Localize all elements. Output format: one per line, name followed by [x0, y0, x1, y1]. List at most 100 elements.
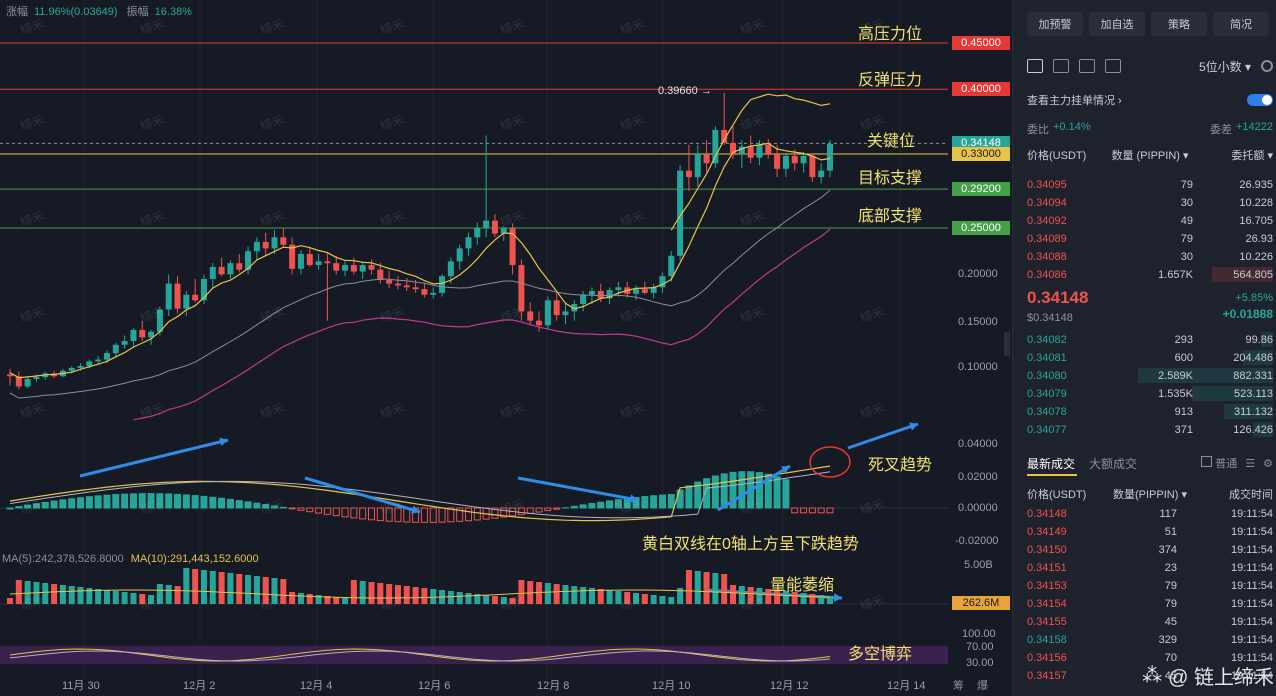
trade-row: 0.34155 45 19:11:54	[1027, 613, 1273, 630]
macd-bar	[729, 471, 737, 509]
orderbook-row[interactable]: 0.34082 293 99.86	[1027, 331, 1273, 348]
orderbook-row[interactable]: 0.34078 913 311.132	[1027, 403, 1273, 420]
strategy-button[interactable]: 策略	[1151, 12, 1207, 36]
volume-bar	[297, 593, 304, 604]
filter-icon[interactable]: ☰	[1245, 457, 1256, 470]
ob-qty: 1.657K	[1158, 268, 1193, 281]
tab-latest-trades[interactable]: 最新成交	[1027, 456, 1076, 471]
normal-checkbox[interactable]: 普通	[1201, 455, 1237, 471]
volume-bar	[694, 571, 701, 604]
candle-body	[218, 266, 225, 275]
kline-chart[interactable]: 涨幅 11.96%(0.03649) 振幅 16.38% 高压力位 反弹压力 关键位…	[0, 0, 1010, 696]
ob-qty: 2.589K	[1158, 369, 1193, 382]
trade-row: 0.34149 51 19:11:54	[1027, 523, 1273, 540]
trade-row: 0.34154 79 19:11:54	[1027, 595, 1273, 612]
main-orders-toggle[interactable]	[1247, 94, 1273, 106]
trade-row: 0.34151 23 19:11:54	[1027, 559, 1273, 576]
macd-bar	[711, 475, 719, 509]
price-tag: 0.45000	[952, 36, 1010, 50]
trades-header-qty[interactable]: 数量(PIPPIN) ▾	[1113, 489, 1187, 501]
add-alert-button[interactable]: 加预警	[1027, 12, 1083, 36]
volume-bar	[324, 596, 331, 604]
annotation-high-resistance: 高压力位	[858, 26, 923, 43]
layout-both-icon[interactable]	[1027, 59, 1043, 73]
macd-axis-neg002: -0.02000	[955, 535, 999, 547]
overview-button[interactable]: 简况	[1213, 12, 1269, 36]
orderbook-row[interactable]: 0.34092 49 16.705	[1027, 212, 1273, 229]
trend-arrow	[847, 422, 919, 450]
volume-bar	[209, 571, 216, 604]
volume-bar	[474, 594, 481, 604]
header-total[interactable]: 委托额 ▾	[1231, 150, 1273, 162]
volume-bar	[624, 592, 631, 604]
volume-bar	[774, 590, 781, 604]
orderbook-row[interactable]: 0.34077 371 126.426	[1027, 421, 1273, 438]
bottom-glyph-chou[interactable]: 筹	[953, 680, 964, 692]
orderbook-row[interactable]: 0.34089 79 26.93	[1027, 230, 1273, 247]
volume-bar	[491, 596, 498, 604]
trend-arrow	[717, 464, 791, 512]
candle-body	[712, 129, 719, 164]
add-favorite-button[interactable]: 加自选	[1089, 12, 1145, 36]
tab-large-trades[interactable]: 大额成交	[1089, 456, 1138, 471]
layout-bids-icon[interactable]	[1053, 59, 1069, 73]
trend-arrow-head	[629, 494, 638, 503]
volume-bar	[130, 593, 137, 604]
last-price: 0.34148	[1027, 288, 1089, 307]
orderbook-row[interactable]: 0.34079 1.535K 523.113	[1027, 385, 1273, 402]
ob-total: 10.228	[1239, 196, 1273, 209]
boll-lower	[133, 228, 831, 421]
volume-bar	[597, 589, 604, 604]
axis-label-020: 0.20000	[958, 268, 998, 280]
x-axis-label: 12月 6	[418, 680, 451, 692]
trade-time: 19:11:54	[1230, 651, 1273, 664]
orderbook-row[interactable]: 0.34086 1.657K 564.805	[1027, 266, 1273, 283]
volume-bar	[809, 594, 816, 604]
trade-qty: 45	[1164, 615, 1177, 628]
candle-body	[77, 366, 84, 368]
orderbook-row[interactable]: 0.34080 2.589K 882.331	[1027, 367, 1273, 384]
candle-body	[377, 269, 384, 280]
volume-bar	[333, 597, 340, 604]
candle-body	[297, 253, 304, 269]
macd-bar	[41, 501, 49, 509]
vol-ma	[9, 589, 831, 599]
volume-bar	[518, 580, 525, 604]
volume-bar	[712, 573, 719, 604]
orderbook-row[interactable]: 0.34088 30 10.226	[1027, 248, 1273, 265]
candle-body	[562, 311, 569, 316]
candle-body	[756, 144, 763, 158]
volume-bar	[59, 585, 66, 604]
volume-bar	[315, 595, 322, 604]
trade-time: 19:11:54	[1230, 543, 1273, 556]
volume-bar	[350, 580, 357, 604]
bottom-glyph-bao[interactable]: 爆	[977, 680, 988, 692]
orderbook-header: 价格(USDT) 数量 (PIPPIN) ▾ 委托额 ▾	[1027, 147, 1273, 163]
candle-body	[86, 361, 93, 367]
annotation-bull-bear: 多空博弈	[848, 646, 913, 663]
volume-bar	[403, 586, 410, 604]
layout-depth-icon[interactable]	[1105, 59, 1121, 73]
amplitude-value: 16.38%	[154, 6, 192, 18]
macd-bar	[6, 507, 14, 510]
candle-body	[668, 255, 675, 277]
macd-bar	[500, 507, 508, 518]
orderbook-row[interactable]: 0.34095 79 26.935	[1027, 176, 1273, 193]
panel-collapse-handle[interactable]	[1004, 332, 1010, 356]
orderbook-row[interactable]: 0.34094 30 10.228	[1027, 194, 1273, 211]
main-orders-label: 查看主力挂单情况 ›	[1027, 95, 1122, 107]
last-price-usd: $0.34148	[1027, 312, 1073, 324]
gear-icon[interactable]	[1261, 60, 1273, 72]
volume-bar	[800, 593, 807, 604]
decimal-select[interactable]: 5位小数 ▾	[1198, 59, 1251, 74]
header-qty[interactable]: 数量 (PIPPIN) ▾	[1111, 150, 1189, 162]
layout-asks-icon[interactable]	[1079, 59, 1095, 73]
chart-canvas[interactable]	[0, 0, 1010, 696]
volume-bar	[359, 581, 366, 604]
ob-price: 0.34077	[1027, 423, 1067, 436]
trade-time: 19:11:54	[1230, 525, 1273, 538]
trade-row: 0.34153 79 19:11:54	[1027, 577, 1273, 594]
orderbook-row[interactable]: 0.34081 600 204.486	[1027, 349, 1273, 366]
macd-bar	[641, 496, 649, 509]
settings-icon[interactable]: ⚙	[1263, 457, 1273, 470]
